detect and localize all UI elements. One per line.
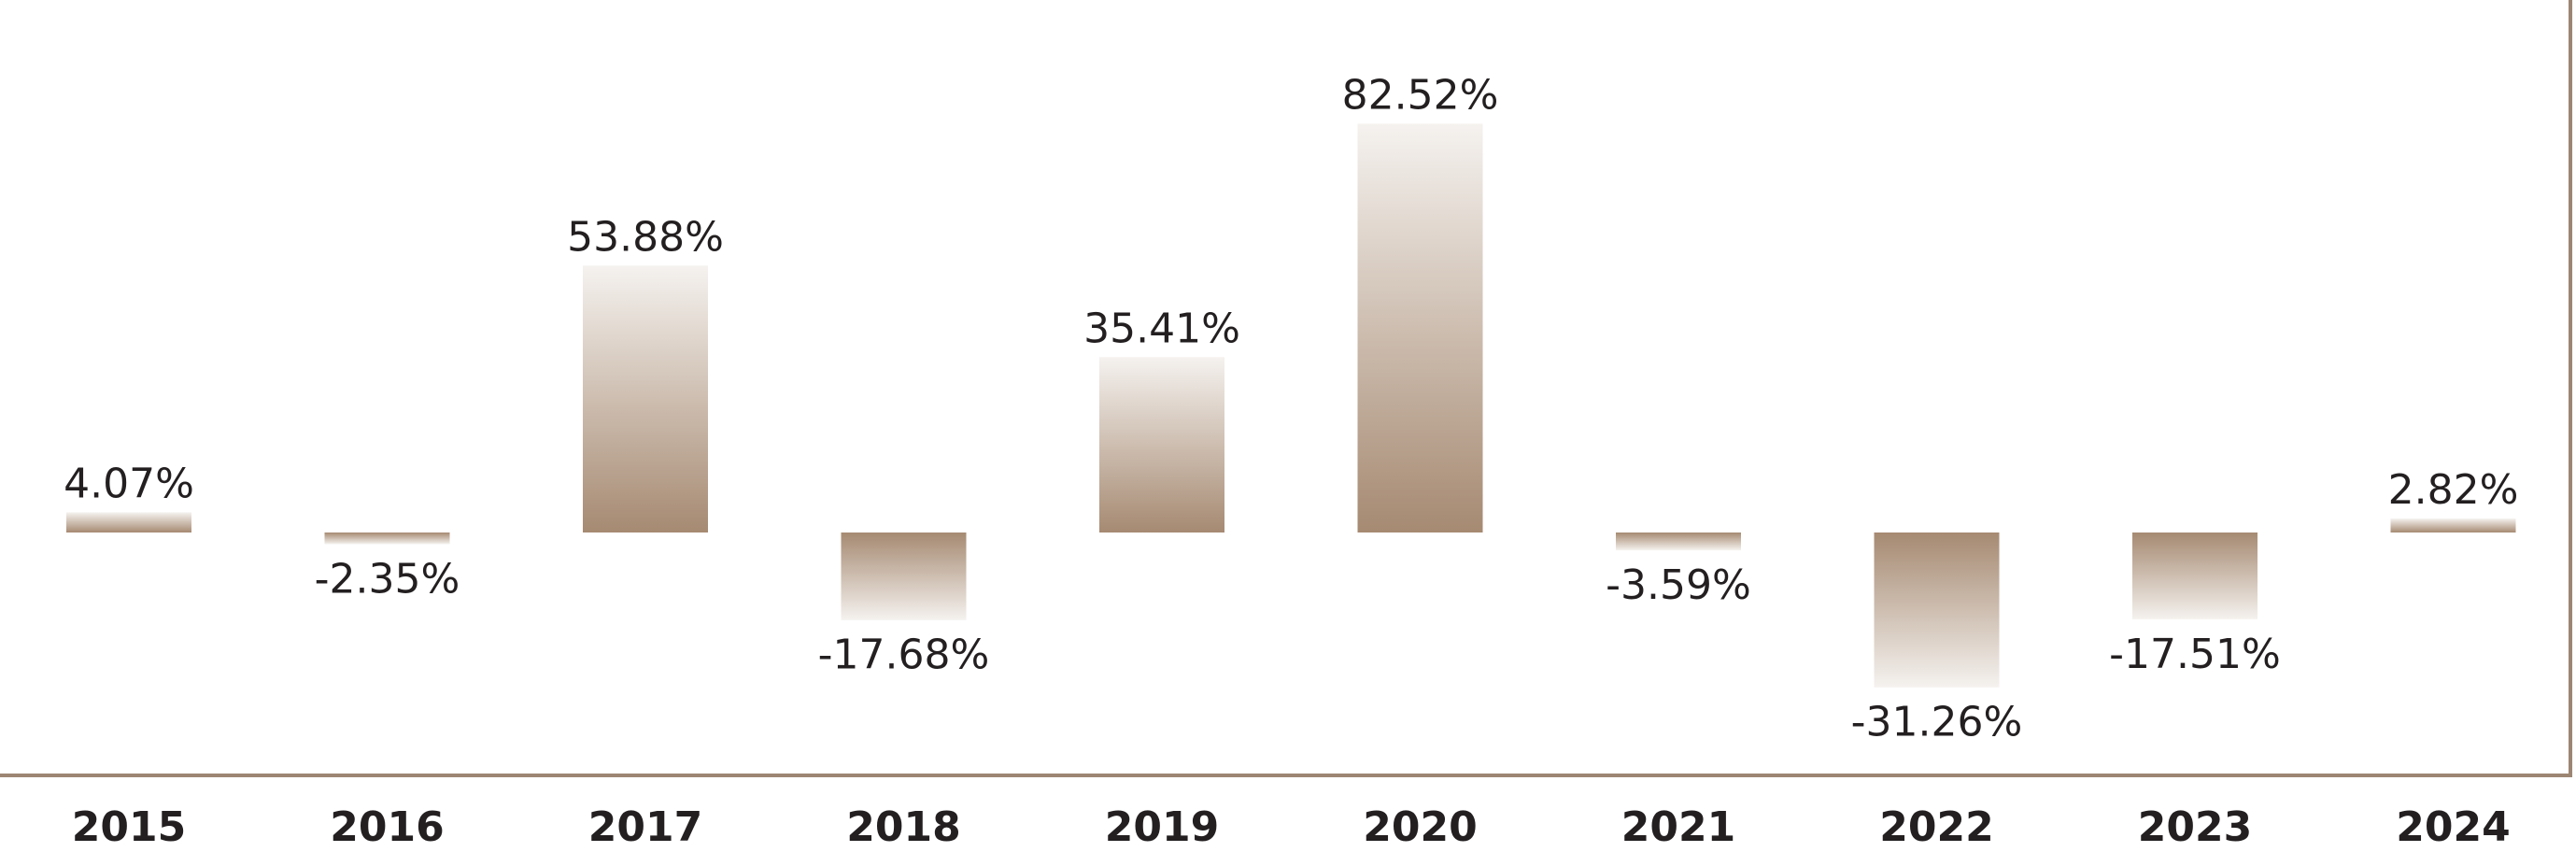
- value-label-2019: 35.41%: [1083, 305, 1240, 352]
- bar-2017: [583, 265, 708, 532]
- value-label-2016: -2.35%: [315, 555, 460, 603]
- bar-2022: [1874, 532, 2000, 688]
- x-tick-label-2019: 2019: [1105, 803, 1219, 848]
- bar-2019: [1099, 357, 1224, 532]
- value-label-2017: 53.88%: [567, 213, 724, 261]
- x-tick-label-2017: 2017: [588, 803, 702, 848]
- bars-group: [66, 123, 2516, 688]
- x-tick-label-2016: 2016: [330, 803, 444, 848]
- bar-2023: [2132, 532, 2258, 619]
- bar-2015: [66, 512, 191, 532]
- bar-2020: [1357, 123, 1483, 533]
- bar-2016: [324, 532, 450, 545]
- value-label-2023: -17.51%: [2109, 631, 2281, 678]
- x-tick-label-2020: 2020: [1363, 803, 1477, 848]
- chart-frame: [0, 0, 2572, 777]
- x-tick-labels-group: 2015 2016 2017 2018 2019 2020 2021 2022 2023 2024: [72, 803, 2511, 851]
- value-labels-group: 4.07% -2.35% 53.88% -17.68% 35.41% 82.52% -3.5…: [64, 71, 2518, 746]
- x-tick-label-2018: 2018: [846, 803, 960, 848]
- x-tick-label-2024: 2024: [2396, 803, 2510, 848]
- x-tick-label-2021: 2021: [1621, 803, 1735, 848]
- value-label-2022: -31.26%: [1851, 699, 2023, 746]
- value-label-2024: 2.82%: [2388, 466, 2519, 514]
- x-tick-label-2022: 2022: [1879, 803, 1993, 848]
- value-label-2018: -17.68%: [818, 632, 990, 679]
- value-label-2015: 4.07%: [64, 460, 194, 507]
- value-label-2020: 82.52%: [1342, 71, 1499, 119]
- x-tick-label-2015: 2015: [72, 803, 186, 848]
- bar-2024: [2390, 518, 2516, 532]
- bar-2018: [841, 532, 967, 620]
- bar-2021: [1616, 532, 1741, 551]
- value-label-2021: -3.59%: [1606, 561, 1751, 609]
- x-tick-label-2023: 2023: [2138, 803, 2252, 848]
